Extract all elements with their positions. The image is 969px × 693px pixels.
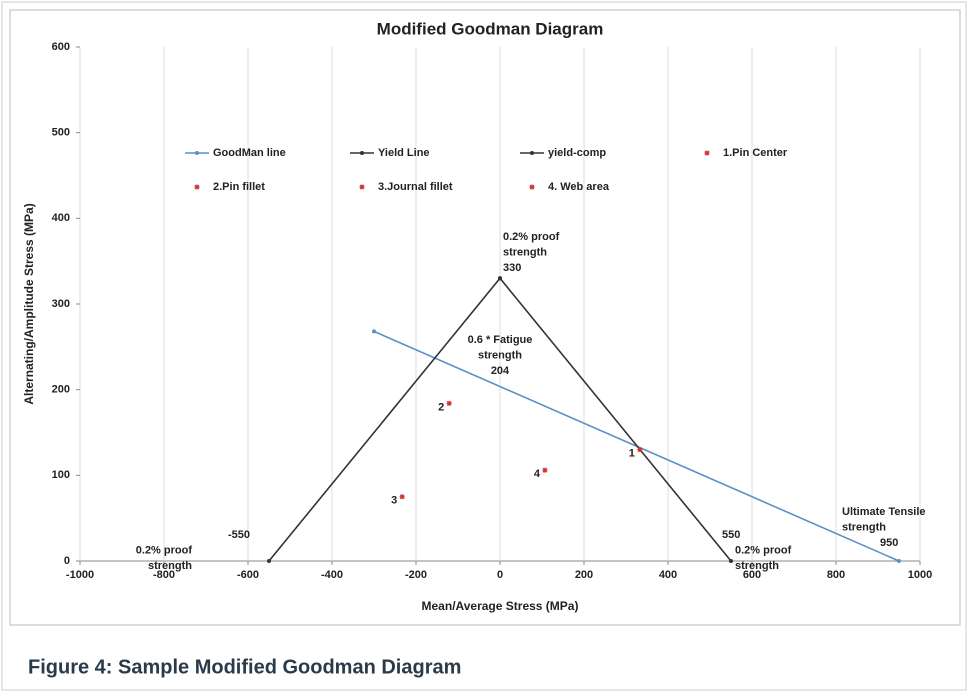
legend-label: 1.Pin Center [723,147,788,159]
y-tick-label: 200 [52,384,70,396]
x-tick-label: -1000 [66,569,94,581]
annotation: strength [842,521,886,533]
line-vertex [498,276,502,281]
legend-swatch-marker [360,151,364,155]
point [637,447,643,453]
y-tick-label: 400 [52,212,70,224]
annotation: 330 [503,262,521,274]
x-tick-label: 0 [497,569,503,581]
annotation: 550 [722,529,740,541]
legend-swatch [194,184,200,190]
legend-swatch-marker [195,151,199,155]
annotation: strength [148,560,192,572]
x-tick-label: 800 [827,569,845,581]
point [446,400,452,406]
annotation: 0.2% proof [503,231,560,243]
annotation: strength [735,560,779,572]
y-tick-label: 600 [52,41,70,53]
annotation: 204 [491,365,510,377]
x-tick-label: 400 [659,569,677,581]
legend-label: Yield Line [378,147,430,159]
annotation: -550 [228,529,250,541]
annotation: Ultimate Tensile [842,506,926,518]
line-vertex [372,329,376,334]
x-tick-label: -200 [405,569,427,581]
annotation: 0.2% proof [735,544,792,556]
y-tick-label: 100 [52,469,70,481]
legend-label: 3.Journal fillet [378,181,453,193]
point [399,494,405,500]
y-tick-label: 300 [52,298,70,310]
point-label: 4 [534,468,541,480]
x-tick-label: 200 [575,569,593,581]
x-tick-label: -600 [237,569,259,581]
legend-swatch-marker [530,151,534,155]
annotation: strength [478,349,522,361]
legend-swatch [529,184,535,190]
x-tick-label: -400 [321,569,343,581]
y-axis-label: Alternating/Amplitude Stress (MPa) [22,203,36,404]
x-tick-label: -800 [153,569,175,581]
x-tick-label: 1000 [908,569,932,581]
caption: Figure 4: Sample Modified Goodman Diagra… [28,656,461,678]
x-axis-label: Mean/Average Stress (MPa) [422,599,579,613]
chart-title: Modified Goodman Diagram [377,19,604,38]
chart-frame [9,9,961,626]
legend-swatch [704,150,710,156]
legend-swatch [359,184,365,190]
line-vertex [729,559,733,563]
annotation: 0.2% proof [136,544,193,556]
line-vertex [897,559,901,563]
legend-label: yield-comp [548,147,606,159]
series-line [268,277,501,562]
annotation: 0.6 * Fatigue [468,334,533,346]
line-vertex [267,559,271,563]
x-tick-label: 600 [743,569,761,581]
point-label: 2 [438,401,444,413]
y-tick-label: 0 [64,555,70,567]
legend-label: 4. Web area [548,181,610,193]
annotation: strength [503,246,547,258]
point [542,467,548,473]
point-label: 1 [629,448,635,460]
y-tick-label: 500 [52,127,70,139]
series-line [499,277,732,562]
point-label: 3 [391,495,397,507]
legend-label: GoodMan line [213,147,286,159]
annotation: 950 [880,537,898,549]
legend-label: 2.Pin fillet [213,181,265,193]
